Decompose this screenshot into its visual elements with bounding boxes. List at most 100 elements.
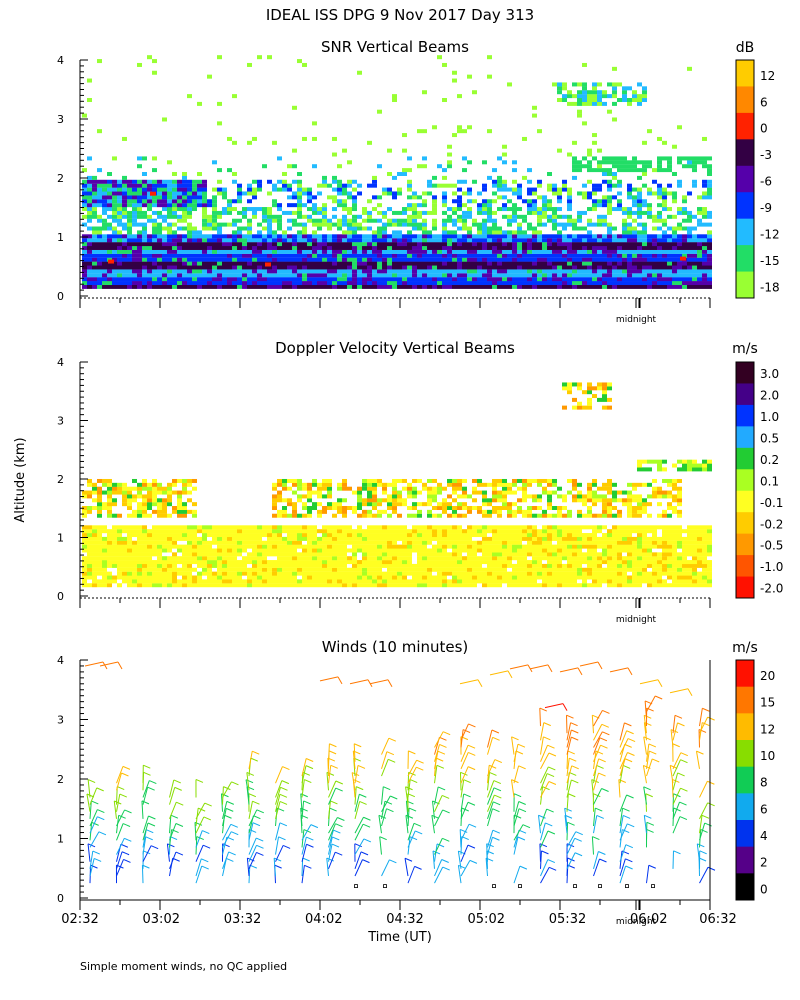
doppler-cell <box>397 525 402 530</box>
doppler-cell <box>327 560 332 565</box>
snr-cell <box>547 281 552 286</box>
doppler-cell <box>422 548 427 553</box>
snr-cell <box>157 277 162 282</box>
snr-cell <box>512 284 517 289</box>
doppler-cell <box>317 494 322 499</box>
snr-cell <box>227 207 232 212</box>
snr-cell <box>182 210 187 215</box>
snr-cell <box>162 218 167 223</box>
snr-cell <box>622 218 627 223</box>
doppler-cell <box>232 533 237 538</box>
snr-cell <box>532 234 537 239</box>
snr-cell <box>337 281 342 286</box>
snr-cell <box>177 281 182 286</box>
snr-cell <box>412 210 417 215</box>
snr-cell <box>82 199 87 204</box>
doppler-cell <box>482 571 487 576</box>
doppler-cell <box>442 509 447 514</box>
snr-cell <box>502 160 507 165</box>
snr-cell <box>547 199 552 204</box>
doppler-cell <box>467 560 472 565</box>
snr-cell <box>282 242 287 247</box>
doppler-cell <box>512 525 517 530</box>
y-tick-label: 2 <box>57 172 64 185</box>
snr-cell <box>222 261 227 266</box>
snr-cell <box>182 234 187 239</box>
doppler-cell <box>482 509 487 514</box>
doppler-cell <box>82 560 87 565</box>
snr-cell <box>647 265 652 270</box>
snr-cell <box>512 218 517 223</box>
snr-cell <box>582 234 587 239</box>
snr-cell <box>372 218 377 223</box>
snr-cell <box>682 218 687 223</box>
snr-cell <box>492 245 497 250</box>
snr-cell <box>627 242 632 247</box>
snr-cell <box>517 226 522 231</box>
doppler-cell <box>307 486 312 491</box>
snr-cell <box>467 242 472 247</box>
snr-cell <box>267 222 272 227</box>
doppler-cell <box>297 498 302 503</box>
snr-cell <box>277 253 282 258</box>
snr-cell <box>512 234 517 239</box>
snr-cell <box>407 195 412 200</box>
snr-cell <box>347 242 352 247</box>
doppler-cell <box>112 536 117 541</box>
doppler-cell <box>122 571 127 576</box>
doppler-cell <box>82 571 87 576</box>
doppler-cell <box>497 478 502 483</box>
snr-cell <box>162 257 167 262</box>
snr-cell <box>697 281 702 286</box>
snr-cell <box>157 245 162 250</box>
doppler-cell <box>142 540 147 545</box>
snr-cell <box>297 179 302 184</box>
doppler-cell <box>392 571 397 576</box>
snr-cell <box>347 261 352 266</box>
doppler-cell <box>82 509 87 514</box>
doppler-cell <box>392 509 397 514</box>
doppler-cell <box>127 536 132 541</box>
snr-cell <box>152 199 157 204</box>
doppler-cell <box>287 563 292 568</box>
snr-cell <box>182 245 187 250</box>
snr-cell <box>632 210 637 215</box>
doppler-cell <box>192 544 197 549</box>
doppler-cell <box>437 513 442 518</box>
snr-cell <box>337 261 342 266</box>
snr-cell <box>317 207 322 212</box>
snr-cell <box>502 230 507 235</box>
snr-cell <box>677 281 682 286</box>
doppler-cell <box>377 560 382 565</box>
doppler-cell <box>417 513 422 518</box>
snr-cell <box>607 261 612 266</box>
doppler-cell <box>127 529 132 534</box>
snr-cell <box>82 257 87 262</box>
doppler-cell <box>437 583 442 588</box>
snr-cell <box>447 284 452 289</box>
doppler-cell <box>492 548 497 553</box>
snr-cell <box>537 214 542 219</box>
snr-cell <box>372 183 377 188</box>
snr-cell <box>502 281 507 286</box>
doppler-cell <box>392 529 397 534</box>
doppler-cell <box>332 556 337 561</box>
snr-cell <box>692 257 697 262</box>
doppler-cell <box>372 575 377 580</box>
snr-cell <box>132 222 137 227</box>
snr-cell <box>292 269 297 274</box>
snr-cell <box>587 148 592 153</box>
snr-cell <box>357 261 362 266</box>
doppler-cell <box>502 548 507 553</box>
snr-cell <box>607 222 612 227</box>
snr-cell <box>152 242 157 247</box>
snr-cell <box>407 261 412 266</box>
doppler-cell <box>422 563 427 568</box>
snr-cell <box>317 191 322 196</box>
doppler-cell <box>477 567 482 572</box>
snr-cell <box>157 284 162 289</box>
snr-cell <box>167 191 172 196</box>
snr-cell <box>607 199 612 204</box>
snr-cell <box>592 199 597 204</box>
snr-cell <box>112 191 117 196</box>
